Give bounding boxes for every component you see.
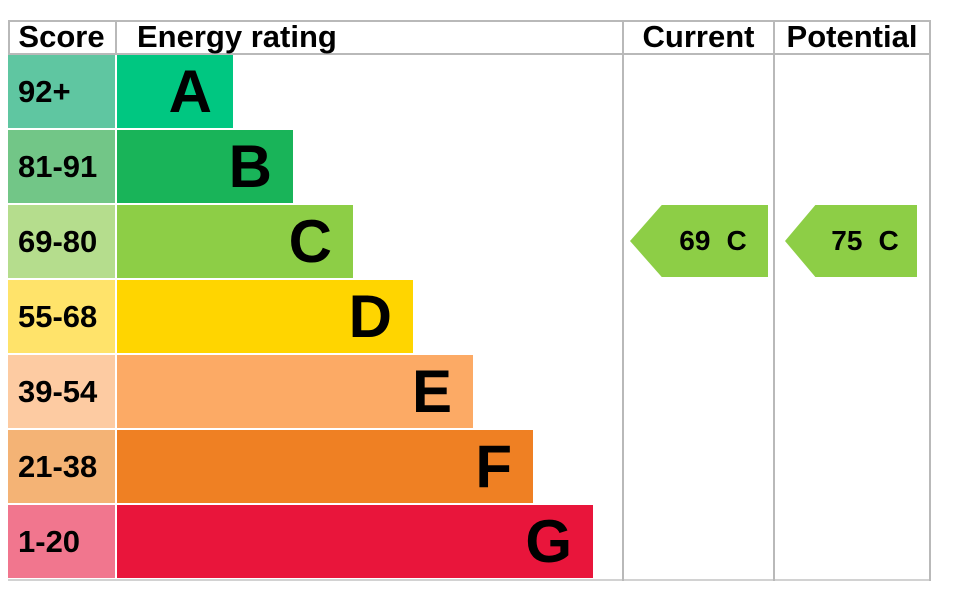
potential-rating-arrow: 75 C <box>785 205 917 277</box>
grid-line-bottom <box>8 579 931 581</box>
band-row-b: 81-91 B <box>8 130 930 205</box>
rating-bar: A <box>117 55 233 128</box>
score-cell: 1-20 <box>8 505 115 578</box>
grid-line-current-divider <box>622 20 624 581</box>
band-letter: A <box>168 58 212 125</box>
current-rating-value: 69 <box>679 225 711 256</box>
current-rating-text: 69 C <box>651 225 746 257</box>
grid-line-top <box>8 20 931 22</box>
potential-rating-value: 75 <box>831 225 863 256</box>
band-letter: E <box>411 358 452 425</box>
score-cell: 92+ <box>8 55 115 128</box>
rating-bar: E <box>117 355 473 428</box>
band-letter: F <box>475 433 512 500</box>
band-rows: 92+ A 81-91 B 69-80 C 55-68 D 39-54 E 21-38 F 1-20 G <box>8 55 930 580</box>
grid-line-right <box>929 20 931 581</box>
band-letter: D <box>348 283 392 350</box>
band-row-a: 92+ A <box>8 55 930 130</box>
band-row-d: 55-68 D <box>8 280 930 355</box>
score-cell: 55-68 <box>8 280 115 353</box>
band-letter: G <box>525 508 572 575</box>
score-header: Score <box>18 19 105 54</box>
current-rating-arrow: 69 C <box>630 205 768 277</box>
score-cell: 81-91 <box>8 130 115 203</box>
band-row-f: 21-38 F <box>8 430 930 505</box>
rating-bar: B <box>117 130 293 203</box>
score-cell: 39-54 <box>8 355 115 428</box>
grid-line-header-bottom <box>8 53 931 55</box>
band-row-e: 39-54 E <box>8 355 930 430</box>
score-cell: 21-38 <box>8 430 115 503</box>
grid-line-left <box>8 20 10 55</box>
potential-rating-band: C <box>878 225 899 256</box>
current-header: Current <box>642 19 755 54</box>
rating-bar: F <box>117 430 533 503</box>
rating-bar: D <box>117 280 413 353</box>
current-rating-band: C <box>726 225 747 256</box>
score-cell: 69-80 <box>8 205 115 278</box>
energy-rating-header: Energy rating <box>137 19 337 54</box>
band-row-g: 1-20 G <box>8 505 930 580</box>
rating-bar: C <box>117 205 353 278</box>
potential-header: Potential <box>786 19 918 54</box>
grid-line-potential-divider <box>773 20 775 581</box>
rating-bar: G <box>117 505 593 578</box>
band-row-c: 69-80 C <box>8 205 930 280</box>
grid-line-score-divider <box>115 20 117 55</box>
potential-rating-text: 75 C <box>803 225 898 257</box>
band-letter: B <box>228 133 272 200</box>
band-letter: C <box>288 208 332 275</box>
